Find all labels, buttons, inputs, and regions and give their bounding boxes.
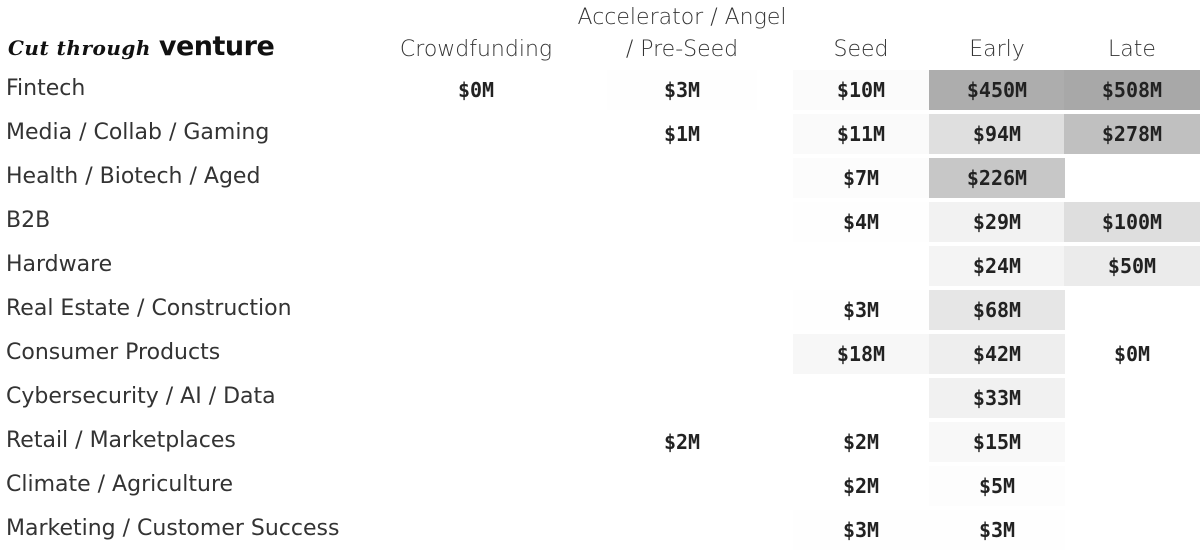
heatmap-cell: $4M <box>793 202 929 242</box>
column-header-2: Accelerator / Angel / Pre-Seed <box>562 2 802 66</box>
heatmap-cell: $50M <box>1064 246 1200 286</box>
heatmap-cell: $29M <box>929 202 1065 242</box>
brand-word-text: venture <box>158 31 275 62</box>
heatmap-cell: $7M <box>793 158 929 198</box>
heatmap-cell: $15M <box>929 422 1065 462</box>
row-label: Real Estate / Construction <box>6 296 292 321</box>
heatmap-cell: $3M <box>929 510 1065 550</box>
column-header-4: Early <box>877 34 1117 66</box>
column-header-line: Early <box>969 37 1025 62</box>
heatmap-cell: $11M <box>793 114 929 154</box>
heatmap-cell: $3M <box>793 290 929 330</box>
heatmap-cell: $33M <box>929 378 1065 418</box>
row-label: Hardware <box>6 252 113 277</box>
heatmap-cell: $2M <box>793 466 929 506</box>
row-label: Cybersecurity / AI / Data <box>6 384 276 409</box>
column-header-line: Crowdfunding <box>399 37 553 62</box>
heatmap-cell: $100M <box>1064 202 1200 242</box>
column-header-line: / Pre-Seed <box>625 37 739 62</box>
heatmap-cell: $0M <box>1113 342 1151 366</box>
column-header-3: Seed <box>741 34 981 66</box>
heatmap-cell: $1M <box>607 114 757 154</box>
column-header-line: Accelerator / Angel <box>577 5 787 30</box>
heatmap-cell: $5M <box>929 466 1065 506</box>
brand-script-text: Cut through <box>8 36 151 60</box>
heatmap-cell: $3M <box>607 70 757 110</box>
heatmap-cell: $94M <box>929 114 1065 154</box>
row-label: B2B <box>6 208 51 233</box>
column-header-5: Late <box>1012 34 1200 66</box>
heatmap-cell: $0M <box>457 78 495 102</box>
row-label: Health / Biotech / Aged <box>6 164 261 189</box>
row-label: Media / Collab / Gaming <box>6 120 270 145</box>
row-label: Retail / Marketplaces <box>6 428 236 453</box>
heatmap-cell: $2M <box>793 422 929 462</box>
column-header-1: Crowdfunding <box>356 34 596 66</box>
brand-logo: Cut through venture <box>8 31 275 67</box>
row-label: Marketing / Customer Success <box>6 516 340 541</box>
heatmap-cell: $24M <box>929 246 1065 286</box>
heatmap-cell: $278M <box>1064 114 1200 154</box>
heatmap-cell: $68M <box>929 290 1065 330</box>
column-header-line: Seed <box>833 37 889 62</box>
heatmap-cell: $10M <box>793 70 929 110</box>
heatmap-cell: $42M <box>929 334 1065 374</box>
heatmap-cell: $18M <box>793 334 929 374</box>
heatmap-cell: $226M <box>929 158 1065 198</box>
heatmap-cell: $450M <box>929 70 1065 110</box>
row-label: Climate / Agriculture <box>6 472 234 497</box>
heatmap-cell: $3M <box>793 510 929 550</box>
heatmap-cell: $2M <box>607 422 757 462</box>
heatmap-cell: $508M <box>1064 70 1200 110</box>
column-header-line: Late <box>1108 37 1156 62</box>
row-label: Consumer Products <box>6 340 221 365</box>
row-label: Fintech <box>6 76 86 101</box>
